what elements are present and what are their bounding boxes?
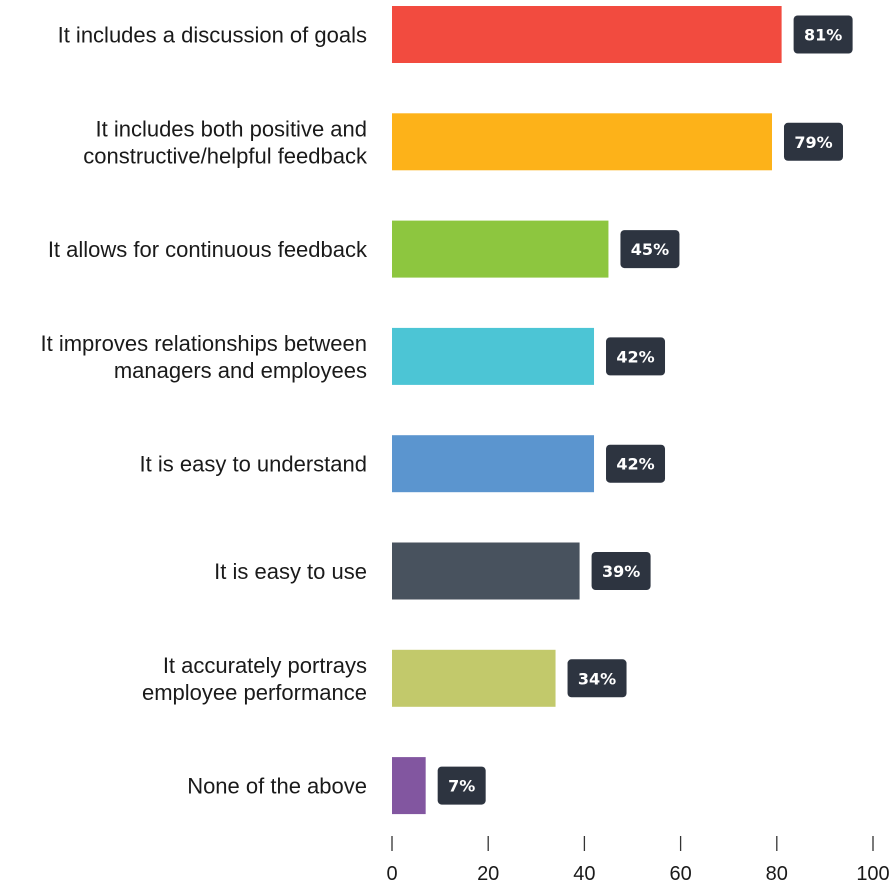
value-label: 39% (602, 562, 640, 581)
value-label: 42% (616, 455, 654, 474)
value-label: 34% (578, 669, 616, 688)
value-badge (567, 659, 627, 698)
value-label: 7% (448, 777, 475, 796)
bar (392, 220, 609, 278)
value-badge (793, 15, 853, 54)
value-badge (783, 122, 843, 161)
value-labels-layer: 81% 79% 45% 42% 42% 39% 34% 7% (437, 15, 853, 805)
value-label: 79% (794, 133, 832, 152)
category-label: It improves relationships between manager… (41, 331, 368, 383)
category-label: It is easy to use (214, 559, 367, 584)
value-badge (591, 552, 651, 590)
x-axis: 0 20 40 60 80 100 (386, 836, 890, 885)
category-label-line: It allows for continuous feedback (48, 237, 368, 262)
category-label-line: employee performance (142, 680, 367, 705)
category-label: None of the above (187, 774, 367, 799)
value-label: 42% (616, 347, 654, 366)
value-badge (606, 444, 666, 483)
x-tick-label: 40 (573, 863, 595, 885)
x-tick-label: 80 (766, 863, 788, 885)
category-label-line: It improves relationships between (41, 331, 368, 356)
x-tick-label: 60 (669, 863, 691, 885)
category-label: It allows for continuous feedback (48, 237, 368, 262)
value-label: 81% (804, 26, 842, 45)
x-tick-label: 0 (386, 863, 397, 885)
category-labels-layer: It includes a discussion of goals It incl… (41, 23, 368, 799)
bar (392, 327, 595, 385)
category-label: It includes a discussion of goals (58, 23, 367, 48)
value-badge (620, 230, 680, 269)
value-badge (606, 337, 666, 376)
bar (392, 649, 556, 707)
bar (392, 435, 595, 493)
category-label: It is easy to understand (140, 452, 367, 477)
value-badge (437, 766, 486, 805)
category-label-line: managers and employees (114, 358, 367, 383)
bar (392, 757, 426, 815)
category-label-line: It accurately portrays (163, 653, 367, 678)
bar (392, 542, 580, 600)
category-label-line: It includes a discussion of goals (58, 23, 367, 48)
category-label-line: constructive/helpful feedback (83, 143, 368, 168)
category-label: It includes both positive and constructiv… (83, 116, 368, 168)
category-label-line: It is easy to understand (140, 452, 367, 477)
value-label: 45% (631, 240, 669, 259)
category-label-line: None of the above (187, 774, 367, 799)
bars-layer (392, 6, 782, 815)
x-tick-label: 20 (477, 863, 499, 885)
category-label: It accurately portrays employee performan… (142, 653, 367, 705)
bar (392, 113, 772, 171)
category-label-line: It is easy to use (214, 559, 367, 584)
category-label-line: It includes both positive and (95, 116, 367, 141)
x-tick-label: 100 (856, 863, 889, 885)
bar (392, 6, 782, 63)
